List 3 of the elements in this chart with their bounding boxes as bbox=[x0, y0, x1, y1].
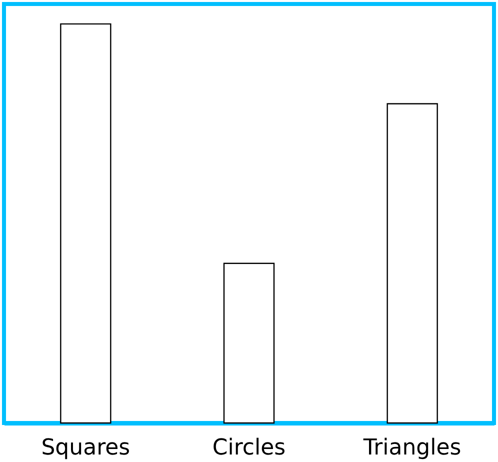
x-tick-label: Triangles bbox=[362, 436, 462, 460]
x-tick-label: Circles bbox=[212, 436, 286, 460]
x-tick-label: Squares bbox=[41, 436, 130, 460]
